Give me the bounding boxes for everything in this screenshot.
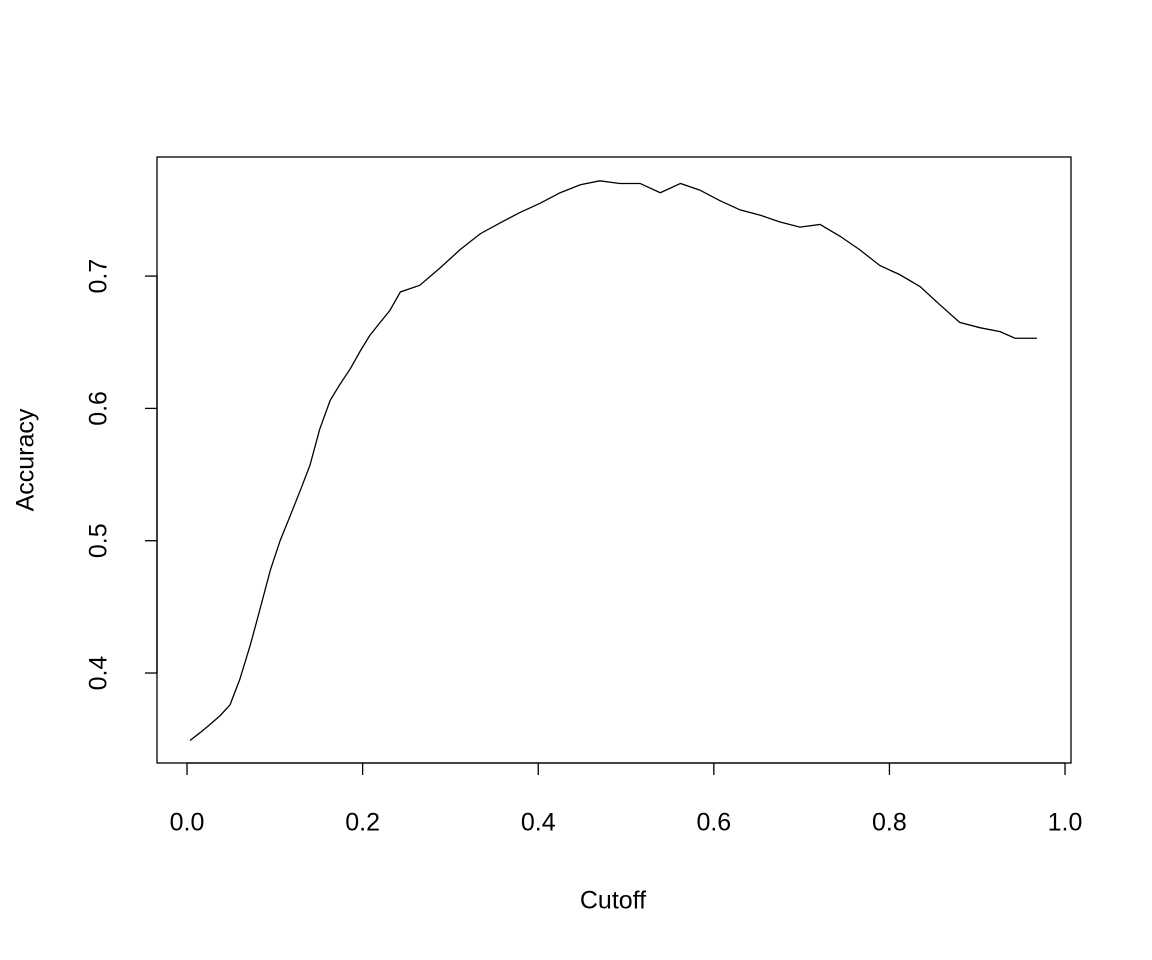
y-axis-label: Accuracy: [12, 408, 40, 511]
x-tick-label: 0.8: [872, 809, 907, 837]
plot-box: [156, 156, 1072, 764]
x-tick-label: 0.6: [696, 809, 731, 837]
x-tick-label: 0.0: [170, 809, 205, 837]
y-tick-label: 0.7: [85, 259, 113, 294]
y-tick-label: 0.6: [85, 391, 113, 426]
y-tick-label: 0.4: [85, 656, 113, 691]
y-tick-label: 0.5: [85, 523, 113, 558]
x-tick-label: 1.0: [1048, 809, 1083, 837]
x-tick-label: 0.2: [345, 809, 380, 837]
line: [189, 180, 1037, 742]
x-tick-label: 0.4: [521, 809, 556, 837]
x-axis-label: Cutoff: [580, 887, 646, 915]
